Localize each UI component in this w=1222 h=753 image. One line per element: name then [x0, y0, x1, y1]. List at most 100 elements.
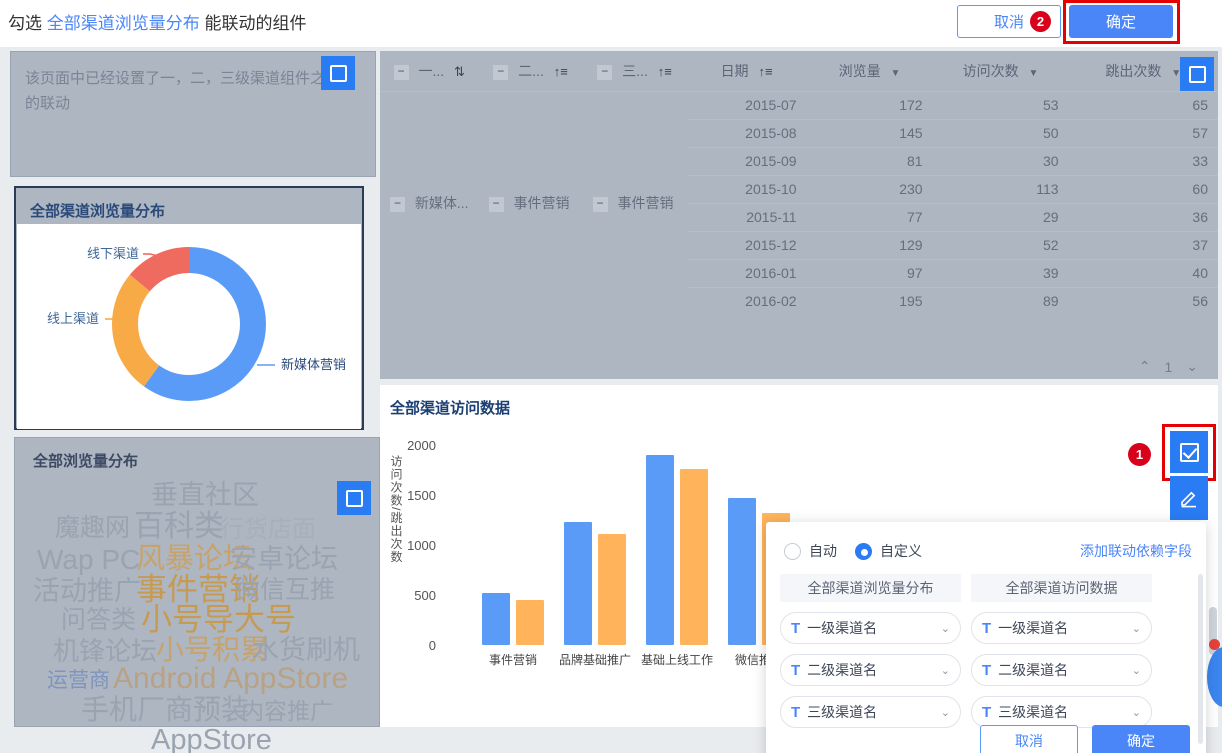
- wordcloud-word: 百科类: [134, 510, 224, 543]
- wordcloud-word: Android AppStore: [113, 662, 349, 695]
- wordcloud-word: 风暴论坛: [136, 543, 253, 575]
- table-row[interactable]: 2015-10 230 113 60: [380, 174, 1218, 203]
- field-mapping-grid: T 一级渠道名 ⌄ T 一级渠道名 ⌄ T 二级渠道名 ⌄ T 二级渠道名: [780, 612, 1152, 728]
- popup-cancel-button[interactable]: 取消: [980, 725, 1078, 753]
- table-cell-visits: 52: [932, 230, 1069, 259]
- y-tick: 0: [428, 638, 436, 653]
- sort-icon[interactable]: ↑≡: [657, 63, 672, 79]
- table-row[interactable]: 2015-11 77 29 36: [380, 202, 1218, 231]
- donut-widget[interactable]: 全部渠道浏览量分布 线下渠道 线上渠道 新: [14, 186, 364, 430]
- edit-button[interactable]: [1170, 476, 1208, 520]
- table-cell-bounces: 36: [1068, 202, 1218, 231]
- collapse-icon[interactable]: −: [488, 197, 504, 213]
- wordcloud-word: 安卓论坛: [230, 544, 338, 574]
- note-widget-checkbox[interactable]: [321, 56, 355, 90]
- bar-widget-checkbox[interactable]: [1170, 431, 1208, 473]
- table-cell-level1[interactable]: − 新媒体...: [380, 90, 479, 315]
- table-cell-level3[interactable]: − 事件营销: [582, 90, 687, 315]
- bar-visits: [482, 593, 510, 645]
- table-cell-bounces: 33: [1068, 146, 1218, 175]
- wordcloud-word: 小号导大号: [141, 602, 296, 637]
- text-field-type-icon: T: [791, 619, 801, 637]
- table-widget-checkbox[interactable]: [1180, 57, 1214, 91]
- select-left-level2[interactable]: T 二级渠道名 ⌄: [780, 654, 961, 686]
- select-left-level3[interactable]: T 三级渠道名 ⌄: [780, 696, 961, 728]
- wordcloud-word: 行货店面: [220, 516, 316, 543]
- wordcloud-word: 小号积累: [156, 634, 269, 665]
- chevron-down-icon: ⌄: [1131, 664, 1141, 677]
- floating-action-bubble[interactable]: [1207, 647, 1222, 707]
- select-left-level1[interactable]: T 一级渠道名 ⌄: [780, 612, 961, 644]
- wordcloud-word: 垂直社区: [151, 480, 259, 510]
- note-widget: 该页面中已经设置了一，二，三级渠道组件之间的联动: [10, 51, 376, 177]
- step-badge-1: 1: [1128, 443, 1151, 466]
- table-col-visits[interactable]: 访问次数 ▼: [962, 62, 1039, 79]
- popup-scrollbar[interactable]: [1198, 574, 1203, 744]
- left-column: 该页面中已经设置了一，二，三级渠道组件之间的联动 全部渠道浏览量分布: [10, 51, 380, 753]
- donut-label-online: 线上渠道: [47, 311, 99, 326]
- chevron-down-icon: ⌄: [940, 706, 950, 719]
- floating-notification-dot: [1209, 639, 1220, 650]
- table-row[interactable]: 2015-12 129 52 37: [380, 230, 1218, 259]
- bar-plot-area: [458, 445, 1218, 645]
- table-row[interactable]: − 新媒体... − 事件营销 − 事件营销 2015-07 172: [380, 90, 1218, 315]
- sort-icon[interactable]: ↑≡: [553, 63, 568, 79]
- table-header-row: − 一... ⇅ − 二... ↑≡ − 三... ↑≡: [380, 51, 1218, 91]
- step-badge-2: 2: [1030, 11, 1051, 32]
- note-text: 该页面中已经设置了一，二，三级渠道组件之间的联动: [25, 70, 341, 112]
- page-prev-icon[interactable]: ⌃: [1138, 358, 1151, 374]
- table-col-level1[interactable]: − 一... ⇅: [380, 51, 479, 91]
- bar-bounces: [598, 534, 626, 645]
- table-col-pageviews[interactable]: 浏览量 ▼: [838, 62, 901, 79]
- text-field-type-icon: T: [791, 703, 801, 721]
- donut-chart: 线下渠道 线上渠道 新媒体营销: [17, 224, 361, 429]
- table-row[interactable]: 2015-09 81 30 33: [380, 146, 1218, 175]
- table-cell-date: 2015-11: [686, 202, 807, 231]
- table-cell-bounces: 56: [1068, 286, 1218, 315]
- table-col-level3[interactable]: − 三... ↑≡: [583, 51, 687, 91]
- radio-custom[interactable]: [855, 542, 872, 560]
- collapse-icon[interactable]: −: [597, 64, 613, 80]
- wordcloud-word: AppStore: [151, 724, 272, 753]
- radio-auto[interactable]: [784, 542, 801, 560]
- donut-slice-online: [112, 247, 266, 401]
- table-col-level2[interactable]: − 二... ↑≡: [479, 51, 583, 91]
- chevron-down-icon[interactable]: ▼: [890, 67, 901, 79]
- chevron-down-icon[interactable]: ▼: [1171, 67, 1182, 79]
- select-right-level1[interactable]: T 一级渠道名 ⌄: [971, 612, 1152, 644]
- table-cell-level2[interactable]: − 事件营销: [478, 90, 583, 315]
- table-row[interactable]: 2016-02 195 89 56: [380, 286, 1218, 315]
- sort-icon[interactable]: ↑≡: [758, 63, 773, 79]
- add-dependency-field-link[interactable]: 添加联动依赖字段: [1080, 543, 1192, 559]
- collapse-icon[interactable]: −: [393, 64, 409, 80]
- y-tick: 1500: [407, 488, 436, 503]
- collapse-icon[interactable]: −: [493, 64, 509, 80]
- chevron-down-icon[interactable]: ▼: [1028, 67, 1039, 79]
- table-col-bounces[interactable]: 跳出次数 ▼: [1105, 62, 1182, 79]
- wordcloud-widget-checkbox[interactable]: [337, 481, 371, 515]
- donut-widget-title: 全部渠道浏览量分布: [30, 203, 166, 220]
- popup-column-headers: 全部渠道浏览量分布 全部渠道访问数据: [780, 574, 1152, 602]
- x-tick: 基础上线工作: [640, 653, 714, 667]
- table-col-date[interactable]: 日期 ↑≡: [720, 62, 773, 79]
- confirm-button[interactable]: 确定: [1069, 5, 1173, 38]
- collapse-icon[interactable]: −: [390, 197, 405, 213]
- wordcloud-word: 魔趣网: [55, 514, 131, 542]
- select-right-level2[interactable]: T 二级渠道名 ⌄: [971, 654, 1152, 686]
- checkbox-square-icon: [329, 64, 347, 82]
- title-prefix: 勾选: [8, 14, 42, 33]
- table-cell-bounces: 37: [1068, 230, 1218, 259]
- popup-footer: 取消 确定: [766, 720, 1206, 753]
- page-scrollbar[interactable]: [1209, 607, 1217, 655]
- page-number: 1: [1164, 358, 1173, 375]
- collapse-icon[interactable]: −: [592, 197, 608, 213]
- wordcloud-widget: 全部浏览量分布 垂直社区 魔趣网 百科类 行货店面 Wap PC 风暴论坛 安卓…: [14, 437, 380, 753]
- sort-icon[interactable]: ⇅: [454, 63, 465, 79]
- page-next-icon[interactable]: ⌄: [1186, 358, 1198, 374]
- popup-confirm-button[interactable]: 确定: [1092, 725, 1190, 753]
- table-row[interactable]: 2015-08 145 50 57: [380, 118, 1218, 147]
- select-right-level3[interactable]: T 三级渠道名 ⌄: [971, 696, 1152, 728]
- table-row[interactable]: 2016-01 97 39 40: [380, 258, 1218, 287]
- table-cell-visits: 53: [932, 90, 1069, 119]
- checkbox-square-icon: [345, 489, 363, 507]
